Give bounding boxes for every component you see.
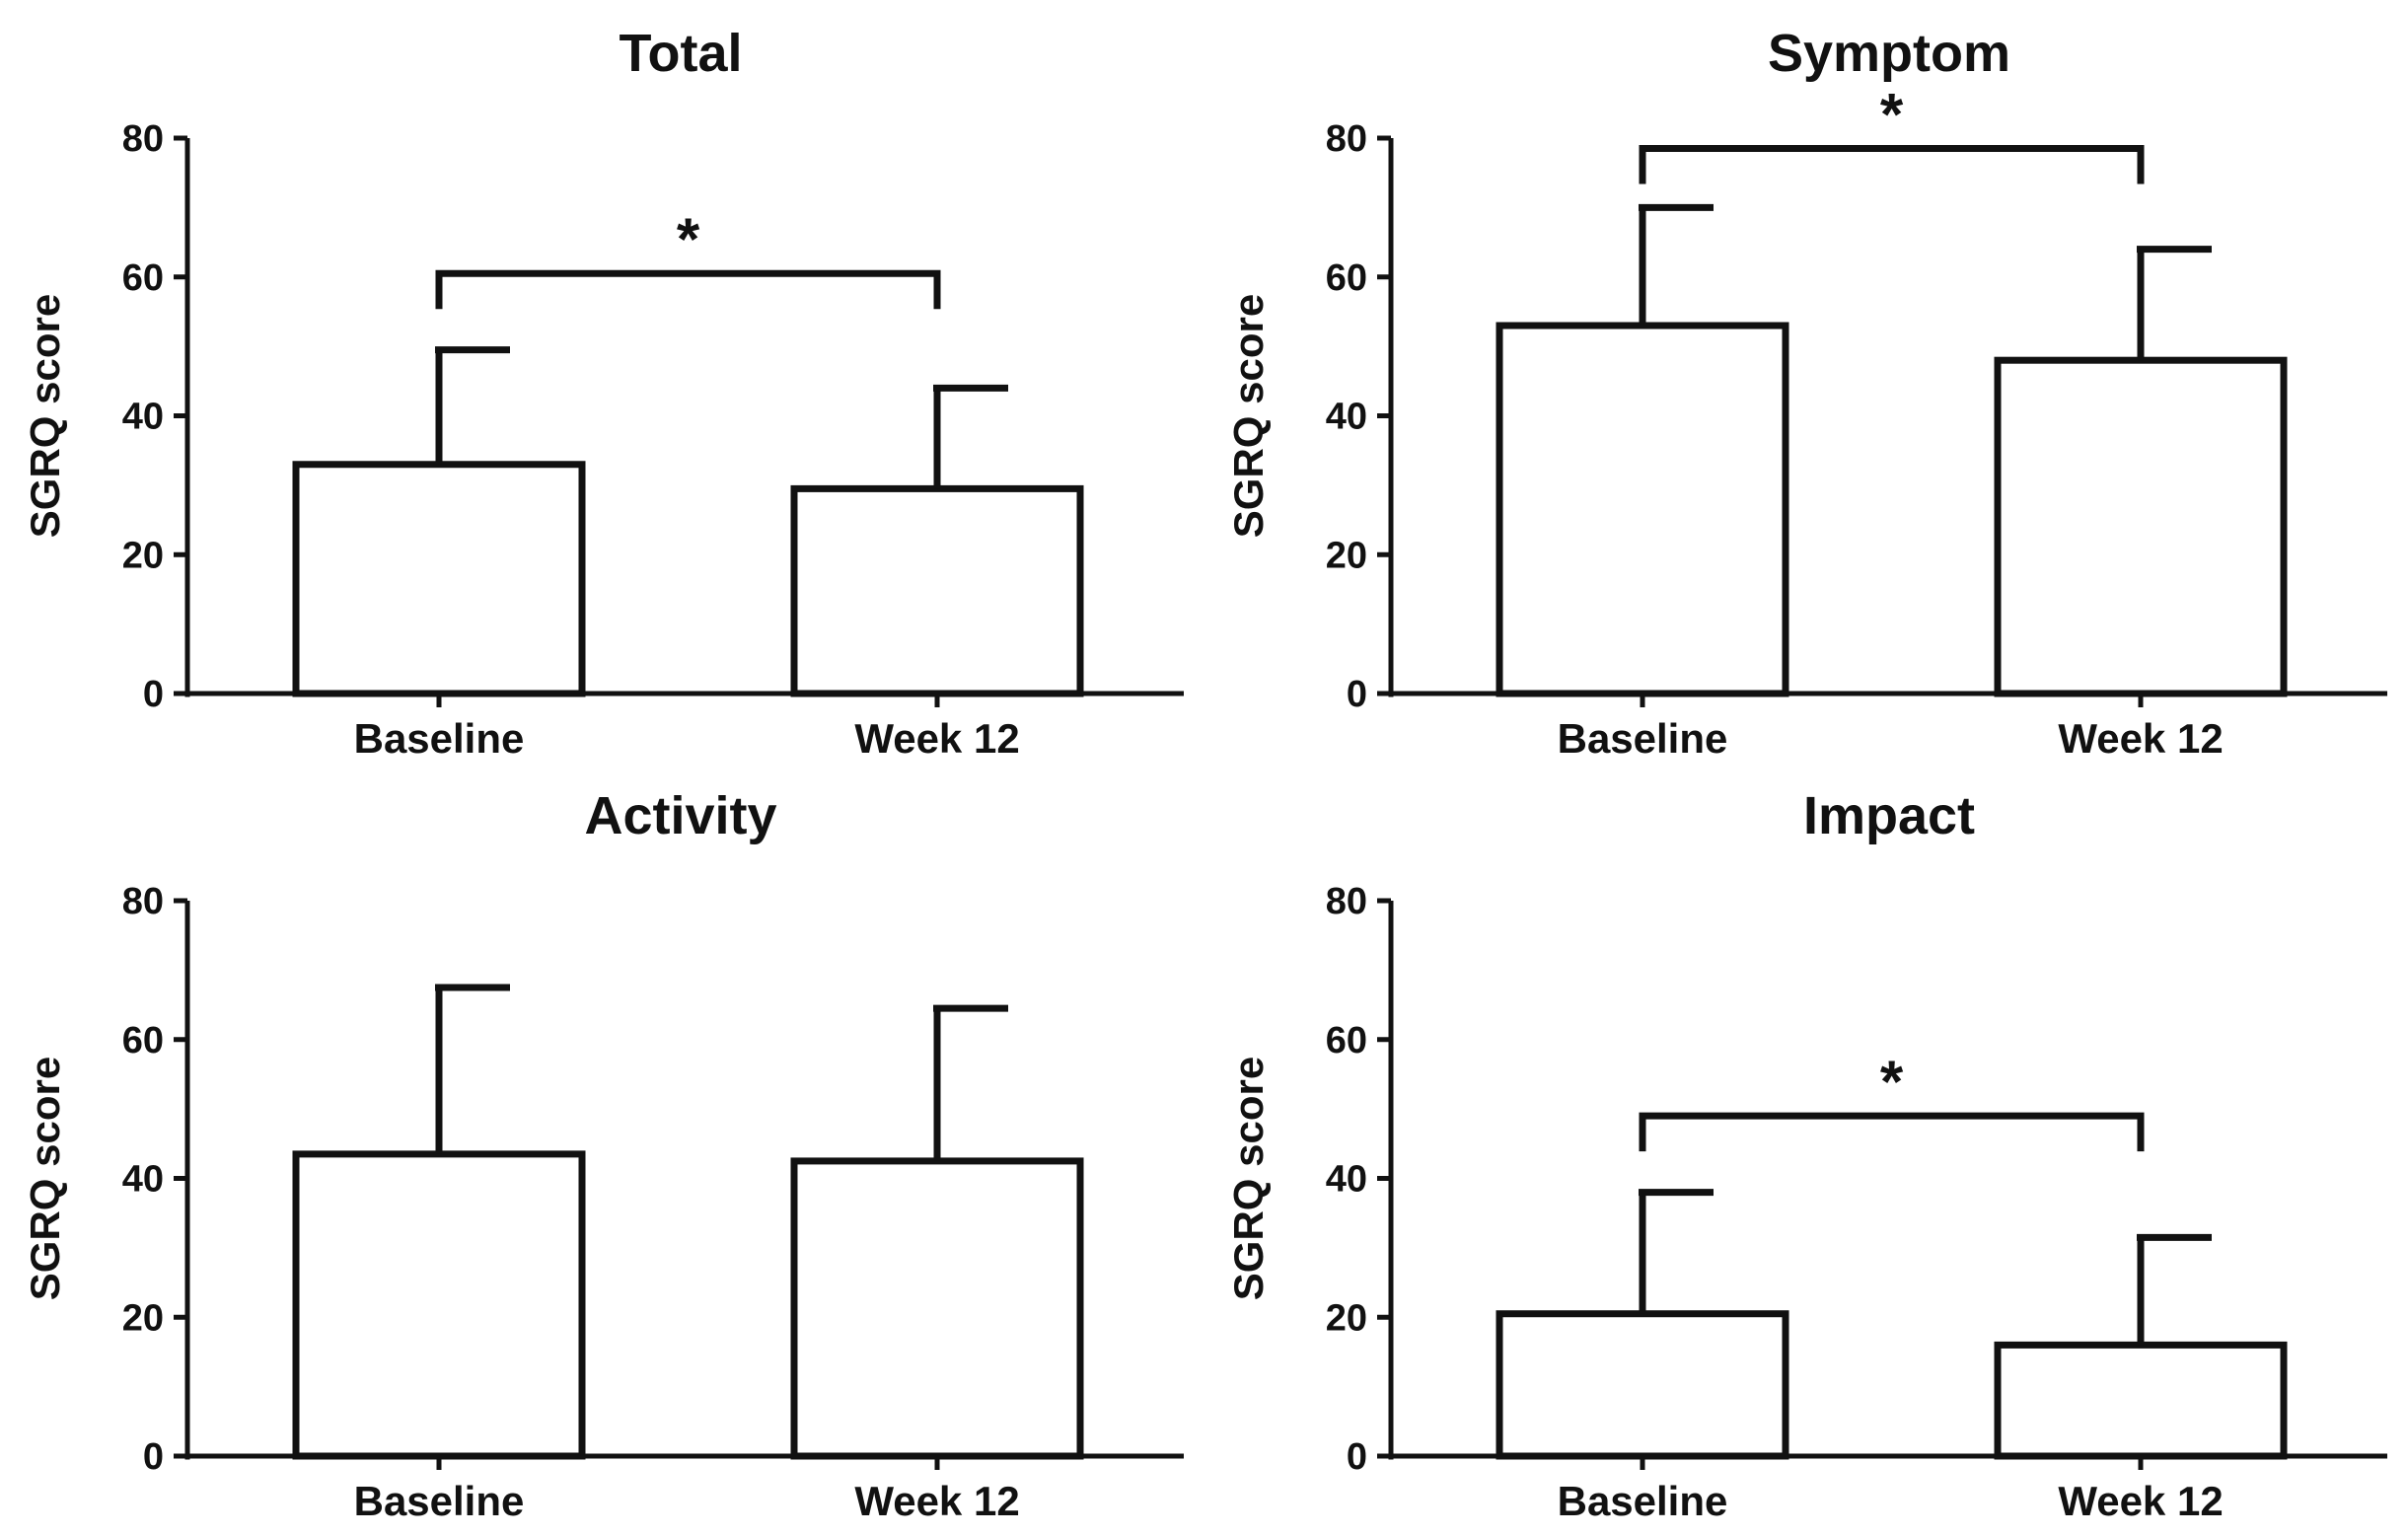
y-tick-label: 20 [1326,1297,1367,1339]
y-axis-label: SGRQ score [22,294,68,538]
bar-baseline [292,1150,586,1460]
y-tick-label: 0 [143,674,164,715]
chart-title: Activity [584,786,776,845]
x-tick-label: Baseline [1558,715,1728,762]
bar-week-12 [790,484,1084,697]
y-tick-label: 60 [122,257,164,299]
chart-title: Impact [1803,786,1975,845]
y-tick-label: 40 [1326,1159,1367,1201]
x-tick-label: Week 12 [2058,1478,2223,1524]
y-axis-label: SGRQ score [1225,294,1272,538]
bar-baseline [292,461,586,697]
y-tick-label: 20 [122,535,164,576]
y-axis-label: SGRQ score [1225,1057,1272,1300]
y-axis-label: SGRQ score [22,1057,68,1300]
significance-marker: * [1880,82,1904,148]
x-tick-label: Baseline [354,715,525,762]
x-tick-label: Baseline [1558,1478,1728,1524]
chart-panel-total: Total SGRQ score 0 20 40 60 80 Baseline Week 12 * [22,24,1184,762]
chart-panel-impact: Impact SGRQ score 0 20 40 60 80 Baseline Week 12… [1225,786,2387,1524]
chart-panel-symptom: Symptom SGRQ score 0 20 40 60 80 Baseline Week 1… [1225,24,2387,762]
chart-title: Total [620,24,743,83]
bar-week-12 [790,1157,1084,1460]
significance-bracket [435,269,941,310]
y-tick-label: 40 [1326,397,1367,438]
y-tick-label: 80 [122,881,164,922]
y-tick-label: 40 [122,1159,164,1201]
y-tick-label: 40 [122,397,164,438]
significance-marker: * [1880,1049,1904,1115]
bar-baseline [1496,1310,1789,1460]
y-tick-label: 80 [122,118,164,160]
bar-week-12 [1994,1341,2288,1460]
significance-bracket [1639,145,2145,184]
significance-marker: * [677,206,700,272]
x-tick-label: Week 12 [854,1478,1019,1524]
x-tick-label: Baseline [354,1478,525,1524]
bar-week-12 [1994,356,2288,697]
bar-baseline [1496,322,1789,697]
y-tick-label: 80 [1326,118,1367,160]
y-tick-label: 60 [1326,257,1367,299]
chart-panel-activity: Activity SGRQ score 0 20 40 60 80 Baseline Week … [22,786,1184,1524]
y-tick-label: 20 [122,1297,164,1339]
significance-bracket [1639,1112,2145,1152]
y-tick-label: 80 [1326,881,1367,922]
chart-title: Symptom [1768,24,2010,83]
y-tick-label: 60 [1326,1020,1367,1061]
x-tick-label: Week 12 [2058,715,2223,762]
y-tick-label: 0 [1347,674,1367,715]
x-tick-label: Week 12 [854,715,1019,762]
y-tick-label: 20 [1326,535,1367,576]
y-tick-label: 0 [1347,1436,1367,1478]
y-tick-label: 0 [143,1436,164,1478]
y-tick-label: 60 [122,1020,164,1061]
